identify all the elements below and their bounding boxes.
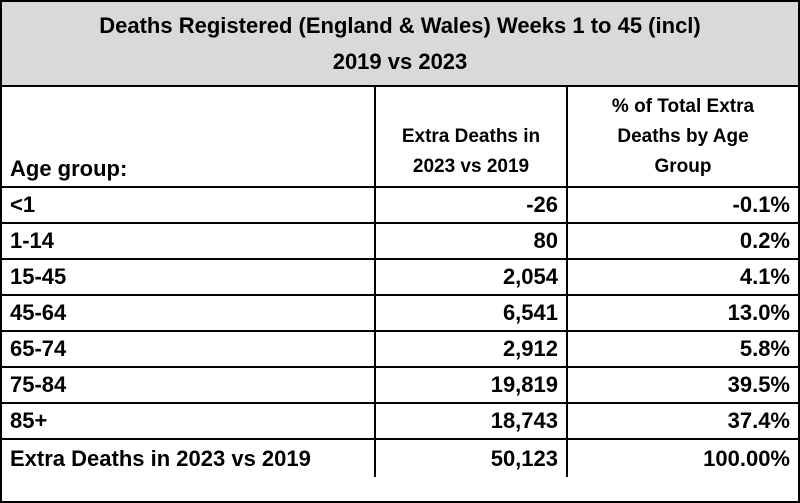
extra-deaths-cell: 19,819: [374, 366, 568, 404]
age-cell: 85+: [2, 402, 376, 440]
table-title: Deaths Registered (England & Wales) Week…: [99, 12, 701, 38]
extra-deaths-cell: 2,912: [374, 330, 568, 368]
pct-cell: 39.5%: [566, 366, 798, 404]
pct-header-line2: Deaths by Age: [617, 126, 749, 147]
header-row: Age group: Extra Deaths in 2023 vs 2019 …: [2, 87, 798, 188]
age-cell: 45-64: [2, 294, 376, 332]
table-row: 75-84 19,819 39.5%: [2, 366, 798, 404]
extra-deaths-cell: 18,743: [374, 402, 568, 440]
pct-cell: 4.1%: [566, 258, 798, 296]
age-cell: 65-74: [2, 330, 376, 368]
age-cell: <1: [2, 186, 376, 224]
total-row: Extra Deaths in 2023 vs 2019 50,123 100.…: [2, 438, 798, 477]
pct-cell: 0.2%: [566, 222, 798, 260]
pct-cell: 5.8%: [566, 330, 798, 368]
deaths-table: Age group: Extra Deaths in 2023 vs 2019 …: [2, 87, 798, 477]
table-row: 15-45 2,054 4.1%: [2, 258, 798, 296]
title-block: Deaths Registered (England & Wales) Week…: [2, 2, 798, 87]
extra-deaths-cell: 6,541: [374, 294, 568, 332]
extra-deaths-cell: 2,054: [374, 258, 568, 296]
extra-deaths-header-line2: 2023 vs 2019: [412, 156, 530, 177]
table-row: 1-14 80 0.2%: [2, 222, 798, 260]
pct-header-line3: Group: [654, 156, 712, 177]
table-row: 45-64 6,541 13.0%: [2, 294, 798, 332]
age-cell: 1-14: [2, 222, 376, 260]
pct-cell: 13.0%: [566, 294, 798, 332]
total-extra-deaths: 50,123: [374, 438, 568, 477]
age-cell: 15-45: [2, 258, 376, 296]
total-pct: 100.00%: [566, 438, 798, 477]
table-row: <1 -26 -0.1%: [2, 186, 798, 224]
extra-deaths-cell: -26: [374, 186, 568, 224]
pct-header: % of Total Extra Deaths by Age Group: [566, 87, 798, 188]
extra-deaths-header: Extra Deaths in 2023 vs 2019: [374, 87, 568, 188]
age-group-header: Age group:: [2, 87, 376, 188]
pct-header-line1: % of Total Extra: [611, 96, 755, 117]
extra-deaths-header-line1: Extra Deaths in: [401, 126, 541, 147]
table-row: 85+ 18,743 37.4%: [2, 402, 798, 440]
table-subtitle: 2019 vs 2023: [332, 48, 468, 74]
pct-cell: -0.1%: [566, 186, 798, 224]
pct-cell: 37.4%: [566, 402, 798, 440]
table-row: 65-74 2,912 5.8%: [2, 330, 798, 368]
age-cell: 75-84: [2, 366, 376, 404]
total-label: Extra Deaths in 2023 vs 2019: [2, 438, 376, 477]
extra-deaths-cell: 80: [374, 222, 568, 260]
